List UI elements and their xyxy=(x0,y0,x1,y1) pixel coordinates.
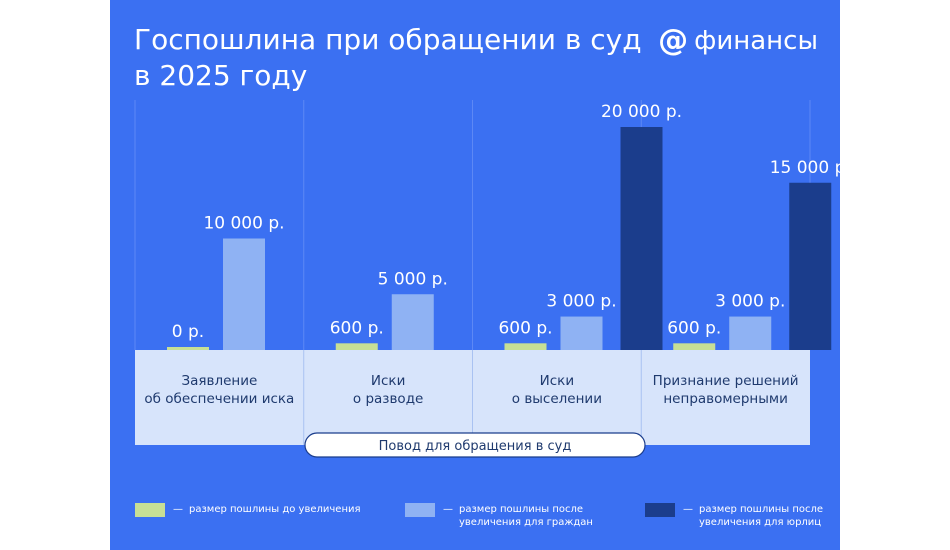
data-label: 5 000 р. xyxy=(378,269,448,289)
legend-item-citizens: — размер пошлины после увеличения для гр… xyxy=(405,503,593,529)
category-label: о выселении xyxy=(512,391,602,407)
legend-text-line: увеличения для граждан xyxy=(459,517,593,528)
data-label: 3 000 р. xyxy=(546,292,616,312)
title-line-1: Госпошлина при обращении в суд xyxy=(134,23,642,56)
legend-swatch-before xyxy=(135,503,165,517)
data-label: 0 р. xyxy=(172,322,204,342)
legend-label-citizens: размер пошлины после увеличения для граж… xyxy=(459,503,593,529)
category-label: Иски xyxy=(371,373,405,389)
data-label: 20 000 р. xyxy=(601,102,682,122)
bar xyxy=(335,343,378,350)
infographic-poster: Госпошлина при обращении в суд в 2025 го… xyxy=(110,0,840,550)
category-label: Заявление xyxy=(181,373,257,389)
brand-logo: @ финансы xyxy=(658,23,818,58)
legend-dash: — xyxy=(443,504,453,515)
legend-dash: — xyxy=(173,504,183,515)
legend-item-companies: — размер пошлины после увеличения для юр… xyxy=(645,503,823,529)
bar xyxy=(620,127,663,350)
bar xyxy=(673,343,716,350)
bar xyxy=(504,343,547,350)
legend-swatch-companies xyxy=(645,503,675,517)
legend-text-line: размер пошлины после xyxy=(459,504,584,515)
data-label: 10 000 р. xyxy=(203,214,284,234)
bar xyxy=(223,238,265,350)
legend-label-companies: размер пошлины после увеличения для юрли… xyxy=(699,503,823,529)
legend-label-before: размер пошлины до увеличения xyxy=(189,503,361,516)
bar xyxy=(391,294,434,350)
data-label: 15 000 р. xyxy=(770,158,840,178)
bar xyxy=(729,316,772,350)
bar xyxy=(789,182,832,350)
data-label: 600 р. xyxy=(330,318,384,338)
legend-dash: — xyxy=(683,504,693,515)
category-label: об обеспечении иска xyxy=(144,391,294,407)
bar-chart: 0 р. 600 р. 600 р. 600 р. 10 000 р. 5 000 р. 3… xyxy=(134,100,840,458)
at-sign-icon: @ xyxy=(658,23,689,58)
brand-name: финансы xyxy=(694,26,818,56)
axis-title-pill xyxy=(304,432,646,458)
category-label: Иски xyxy=(540,373,574,389)
bar xyxy=(560,316,603,350)
legend-text-line: размер пошлины после xyxy=(699,504,824,515)
legend-text-line: размер пошлины до увеличения xyxy=(189,504,361,515)
category-label: Признание решений xyxy=(653,373,799,389)
title-line-2: в 2025 году xyxy=(134,59,308,92)
data-label: 3 000 р. xyxy=(715,292,785,312)
x-axis-title: Повод для обращения в суд xyxy=(379,439,572,454)
category-label: неправомерными xyxy=(663,391,788,407)
data-label: 600 р. xyxy=(498,318,552,338)
legend-item-before: — размер пошлины до увеличения xyxy=(135,503,361,517)
chart-title: Госпошлина при обращении в суд в 2025 го… xyxy=(134,22,654,94)
legend-swatch-citizens xyxy=(405,503,435,517)
bar xyxy=(167,347,209,350)
category-label: о разводе xyxy=(353,391,423,407)
legend-text-line: увеличения для юрлиц xyxy=(699,517,822,528)
data-label: 600 р. xyxy=(667,318,721,338)
